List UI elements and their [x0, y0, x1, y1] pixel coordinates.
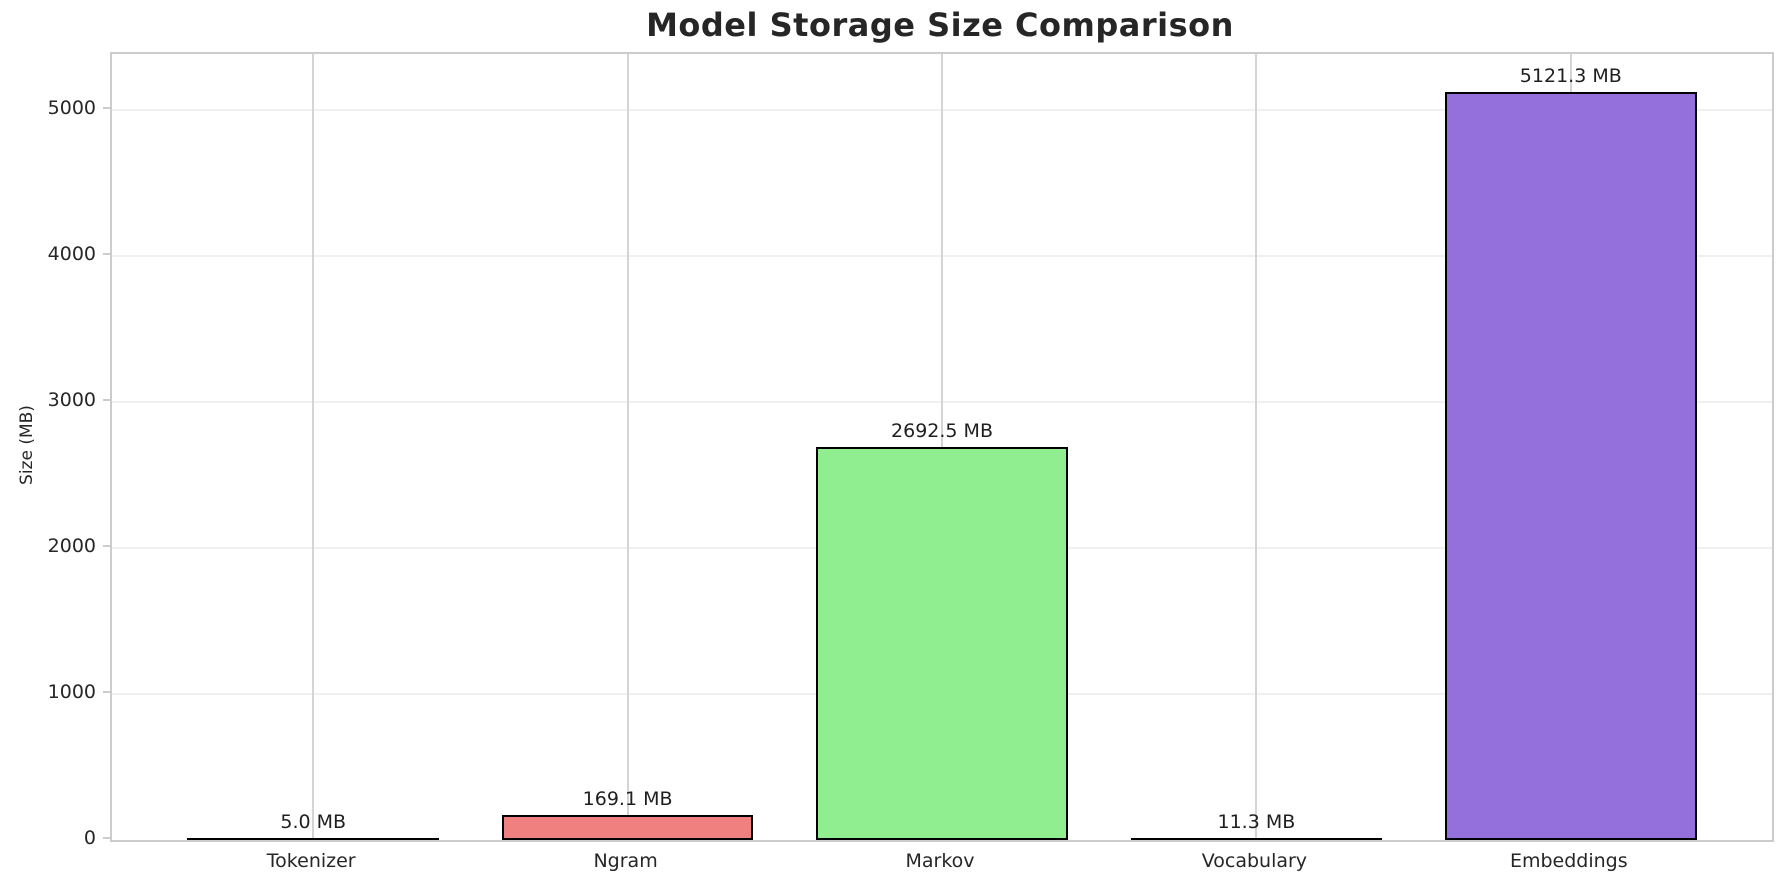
- y-tick-label-0: 0: [83, 827, 96, 849]
- y-tick-mark-1000: [103, 690, 110, 693]
- x-gridline-vocabulary: [1255, 54, 1258, 840]
- y-tick-mark-4000: [103, 252, 110, 255]
- bar-markov: [816, 446, 1068, 840]
- y-tick-label-1000: 1000: [47, 680, 96, 703]
- bar-ngram: [501, 815, 754, 840]
- y-tick-mark-5000: [103, 106, 110, 109]
- plot-area: 5.0 MB 169.1 MB 2692.5 MB 11.3 MB 5121.3 MB: [110, 52, 1774, 842]
- y-tick-label-2000: 2000: [47, 534, 96, 557]
- y-tick-label-5000: 5000: [47, 96, 96, 119]
- chart-title: Model Storage Size Comparison: [646, 6, 1234, 44]
- x-tick-label-embeddings: Embeddings: [1509, 850, 1628, 872]
- y-tick-mark-0: [103, 837, 110, 839]
- bar-value-label-ngram: 169.1 MB: [582, 788, 673, 811]
- y-tick-label-3000: 3000: [47, 388, 96, 411]
- bar-value-label-markov: 2692.5 MB: [891, 419, 993, 442]
- bar-vocabulary: [1130, 838, 1383, 840]
- y-tick-label-4000: 4000: [47, 242, 96, 265]
- bar-value-label-vocabulary: 11.3 MB: [1217, 811, 1296, 833]
- x-tick-label-vocabulary: Vocabulary: [1201, 850, 1308, 872]
- y-tick-mark-2000: [103, 544, 110, 547]
- bar-embeddings: [1445, 91, 1697, 840]
- x-tick-label-tokenizer: Tokenizer: [266, 850, 356, 872]
- y-tick-mark-3000: [103, 398, 110, 401]
- x-gridline-tokenizer: [312, 54, 315, 840]
- bar-tokenizer: [187, 838, 439, 840]
- x-gridline-ngram: [626, 54, 629, 840]
- bar-value-label-tokenizer: 5.0 MB: [280, 811, 347, 833]
- x-tick-label-ngram: Ngram: [593, 850, 658, 872]
- y-axis-label: Size (MB): [17, 405, 37, 485]
- x-tick-label-markov: Markov: [905, 850, 975, 872]
- bar-value-label-embeddings: 5121.3 MB: [1519, 64, 1622, 87]
